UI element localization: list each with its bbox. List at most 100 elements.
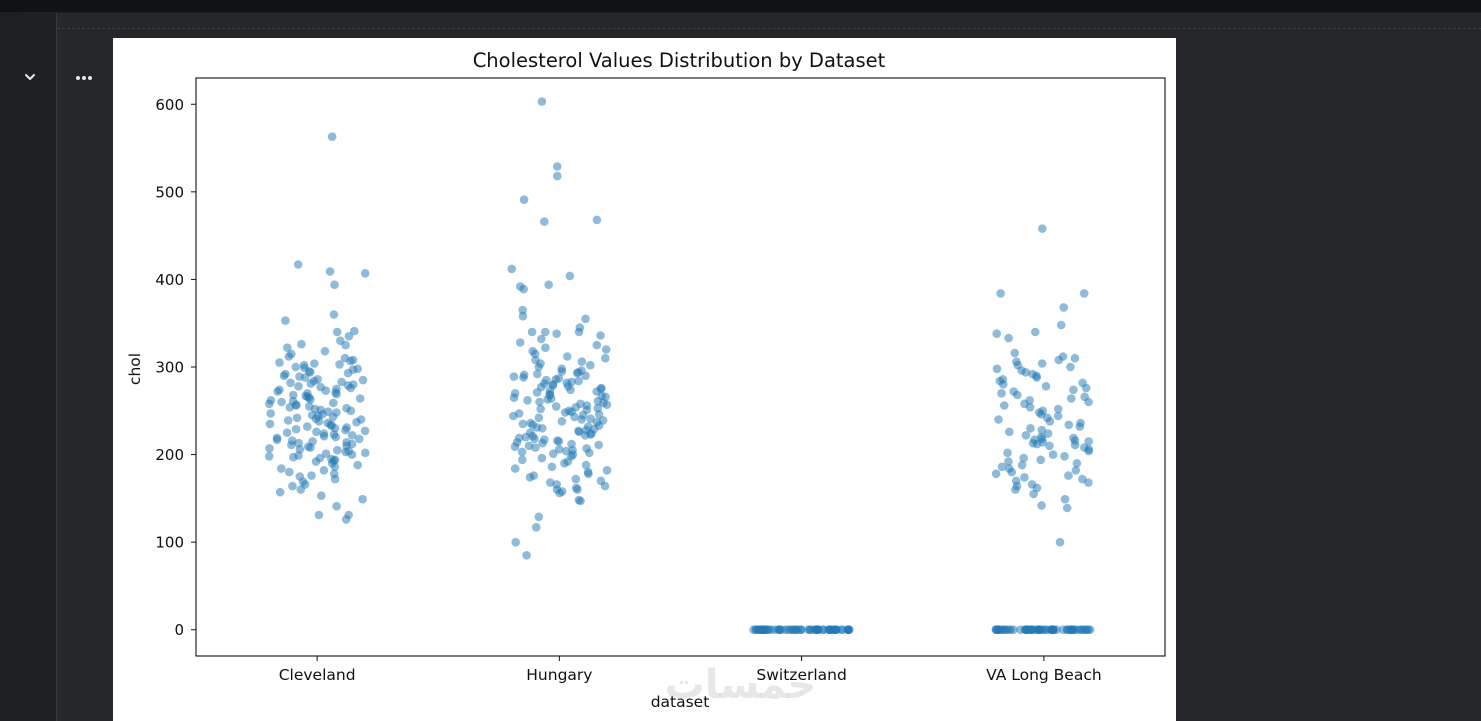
data-point [320,346,330,356]
data-point [283,416,293,425]
data-point [1056,320,1066,330]
data-point [1068,625,1077,634]
data-point [1017,460,1027,470]
data-point [281,316,290,325]
data-point [341,340,350,350]
data-point [577,415,586,424]
data-point [341,425,350,435]
data-point [592,215,602,225]
data-point [1053,404,1063,414]
data-point [541,343,550,353]
data-point [533,369,542,379]
data-point [600,481,610,491]
data-point [310,359,319,368]
data-point [319,431,329,441]
data-point [1031,327,1040,337]
data-point [1054,355,1064,365]
data-point [534,362,544,372]
data-point [535,397,544,407]
data-point [347,431,357,440]
more-horizontal-icon [76,76,92,80]
y-axis-label: chol [126,353,144,385]
y-axis: 0 100 200 300 400 500 600 [155,96,196,639]
data-point [998,625,1007,634]
data-point [776,625,785,634]
data-point [1013,390,1022,400]
data-point [523,396,532,405]
data-point [555,488,564,498]
data-point [297,339,306,349]
data-point [517,447,527,457]
data-point [537,453,547,463]
data-point [272,435,282,445]
data-point [1036,455,1045,465]
data-point [1019,453,1028,463]
data-point [265,444,274,453]
data-point [1055,537,1065,547]
data-point [1021,625,1031,634]
data-point [573,485,582,494]
data-point [586,414,595,424]
output-more-button[interactable] [71,69,97,87]
data-point [560,459,569,468]
data-point [358,375,368,385]
data-point [1010,348,1019,358]
data-point [515,338,525,347]
data-point [1081,383,1091,393]
data-point [1021,431,1031,440]
data-point [531,523,541,532]
data-point [1038,224,1047,233]
data-point [287,440,296,450]
data-point [1037,501,1046,510]
data-point [332,501,341,511]
data-point [1062,503,1072,513]
data-point [321,449,331,459]
data-point [543,395,552,404]
data-point [321,386,331,395]
data-point [317,491,326,501]
data-point [325,267,335,276]
data-point [572,368,582,378]
data-point [266,409,275,418]
data-point [812,625,822,634]
data-point [333,445,342,455]
collapse-output-button[interactable] [19,66,41,88]
data-point [789,625,798,634]
x-axis-label: dataset [651,693,710,711]
data-point [596,331,605,340]
data-point [537,97,547,106]
data-point [293,260,303,269]
data-point [296,485,306,494]
data-point [289,452,298,462]
cell-divider [57,28,1481,29]
data-point [570,412,579,422]
data-point [509,393,519,403]
data-point [565,271,575,281]
data-point [1084,478,1093,487]
data-point [330,474,340,484]
data-point [537,424,547,433]
data-point [518,455,527,465]
data-point [554,445,564,454]
data-point [1021,368,1030,377]
data-point [328,412,338,422]
data-point [1075,422,1085,431]
data-point [291,424,301,434]
data-point [1000,401,1009,410]
data-point [574,376,583,386]
y-tick-label: 200 [155,446,184,464]
data-point [1009,625,1018,634]
data-point [549,449,558,459]
data-point [1045,441,1054,451]
data-point [1007,467,1016,477]
data-point [519,284,528,294]
data-point [534,512,544,522]
data-point [830,625,840,634]
y-tick-label: 100 [155,534,184,552]
data-point [584,469,593,479]
data-point [1052,625,1061,634]
data-point [518,305,527,315]
data-point [361,448,370,458]
data-point [602,400,612,410]
data-point [581,314,590,324]
